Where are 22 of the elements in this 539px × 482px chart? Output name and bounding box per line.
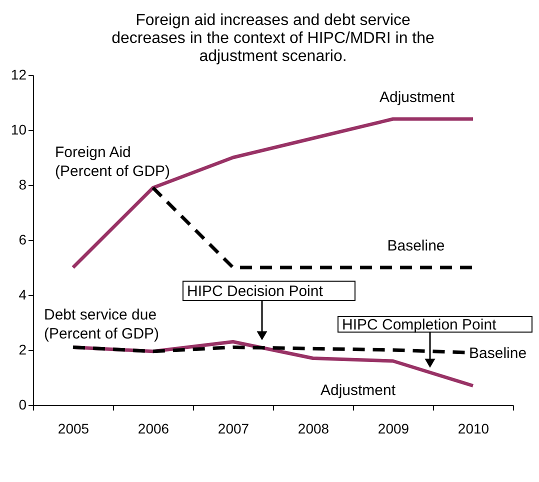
y-tick-label: 0: [18, 396, 27, 412]
annotation: Foreign Aid (Percent of GDP): [55, 144, 170, 180]
y-tick-label: 8: [18, 176, 27, 192]
series-label: Adjustment: [379, 89, 456, 106]
x-tick-label: 2006: [138, 420, 170, 436]
y-tick-label: 12: [10, 66, 27, 82]
x-tick-label: 2005: [58, 420, 90, 436]
annotation: HIPC Completion Point: [342, 316, 498, 334]
y-tick-label: 2: [18, 342, 27, 358]
y-tick-label: 10: [10, 122, 27, 138]
x-tick-label: 2007: [218, 420, 250, 436]
y-tick-label: 4: [18, 286, 27, 302]
annotation: HIPC Decision Point: [187, 282, 324, 300]
chart-title: Foreign aid increases and debt service decreases in the context of HIPC/MDRI in the adjustment scenario.: [112, 12, 435, 65]
legend-label: Baseline: [469, 344, 527, 362]
x-tick-label: 2009: [378, 420, 410, 436]
x-tick-label: 2010: [458, 420, 490, 436]
series-label: Adjustment: [320, 382, 396, 399]
series-label: Baseline: [387, 238, 445, 254]
x-tick-label: 2008: [298, 420, 330, 436]
annotation: Debt service due (Percent of GDP): [44, 306, 160, 342]
y-tick-label: 6: [18, 232, 27, 248]
